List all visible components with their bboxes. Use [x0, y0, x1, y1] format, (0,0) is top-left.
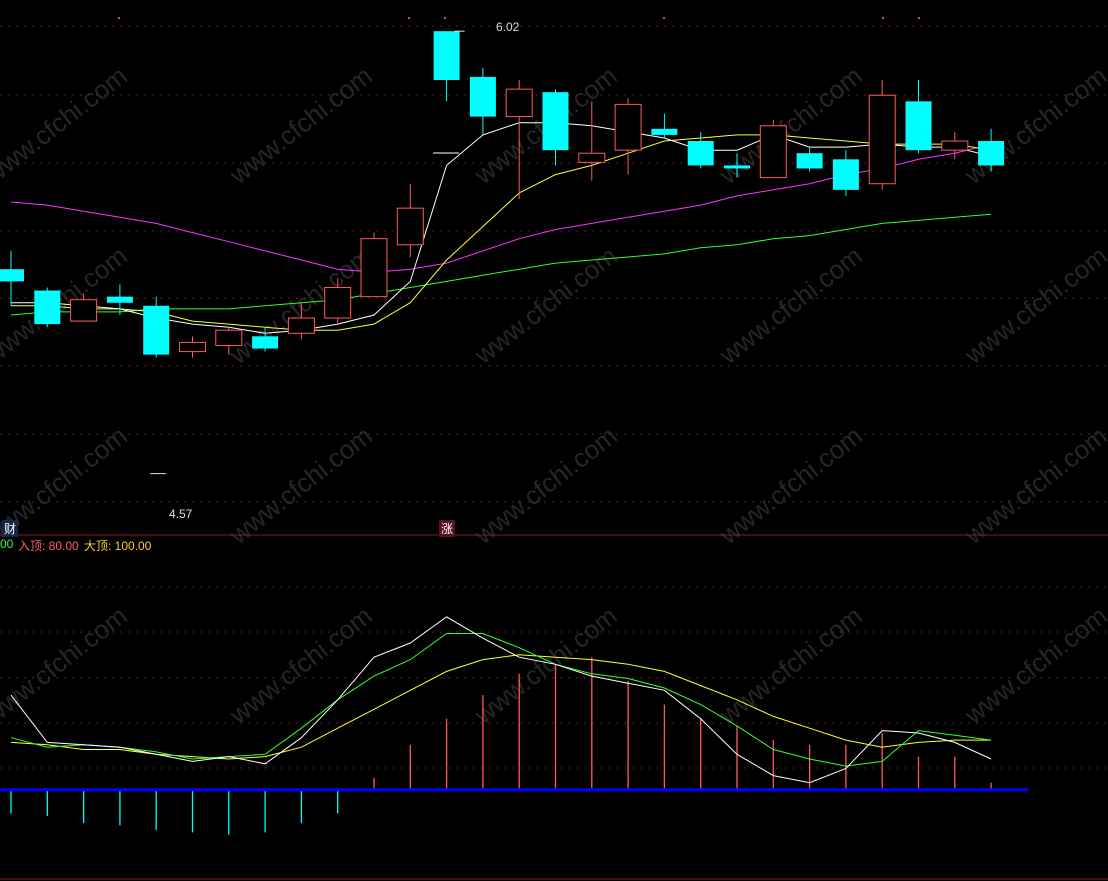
candle-body-26	[941, 140, 969, 151]
top-tick-dot-3	[663, 17, 665, 19]
candle-body-1	[34, 290, 61, 325]
candle-body-18	[651, 128, 678, 135]
candle-body-7	[252, 336, 279, 349]
candle-body-22	[796, 153, 823, 169]
candle-body-24	[868, 94, 896, 185]
candle-body-14	[505, 88, 533, 118]
candle-body-4	[143, 305, 170, 355]
candle-body-20	[724, 165, 750, 169]
candle-body-9	[324, 286, 352, 319]
indicator-white-line	[10, 616, 992, 784]
ma-green-line	[10, 213, 992, 316]
candle-body-23	[832, 159, 859, 190]
candle-body-8	[287, 317, 315, 334]
top-tick-dot-0	[118, 17, 120, 19]
candle-body-15	[542, 92, 569, 151]
indicator-prefix-value: 00	[0, 537, 14, 551]
candle-body-17	[614, 103, 642, 151]
candle-body-3	[106, 296, 133, 303]
indicator-yellow-line	[10, 654, 992, 760]
flag-zhang-badge[interactable]: 涨	[439, 520, 456, 537]
candle-body-21	[759, 125, 787, 179]
flag-cai-badge[interactable]: 财	[2, 520, 19, 537]
candle-body-2	[70, 299, 98, 322]
candle-body-10	[360, 238, 388, 298]
candle-body-6	[215, 329, 243, 346]
candle-body-0	[0, 269, 24, 282]
top-tick-dot-4	[882, 17, 884, 19]
high-price-label: 6.02	[496, 20, 520, 34]
candle-body-12	[433, 31, 460, 80]
indicator-top-label: 大顶: 100.00	[84, 539, 152, 553]
candle-body-27	[978, 141, 1005, 166]
candle-body-11	[396, 207, 424, 246]
ma-white-line	[11, 122, 992, 334]
candle-body-13	[469, 76, 496, 117]
candle-body-16	[578, 152, 606, 163]
indicator-entry-label: 入顶: 80.00	[18, 539, 79, 553]
ma-magenta-line	[10, 143, 992, 273]
ma-yellow-line	[11, 134, 992, 331]
candle-body-5	[179, 341, 206, 353]
top-tick-dot-5	[918, 17, 920, 19]
candle-body-25	[905, 101, 932, 151]
low-price-label: 4.57	[169, 507, 193, 521]
indicator-green-line	[10, 633, 992, 767]
top-tick-dot-2	[444, 17, 446, 19]
top-tick-dot-1	[408, 17, 410, 19]
candle-body-19	[687, 141, 714, 166]
